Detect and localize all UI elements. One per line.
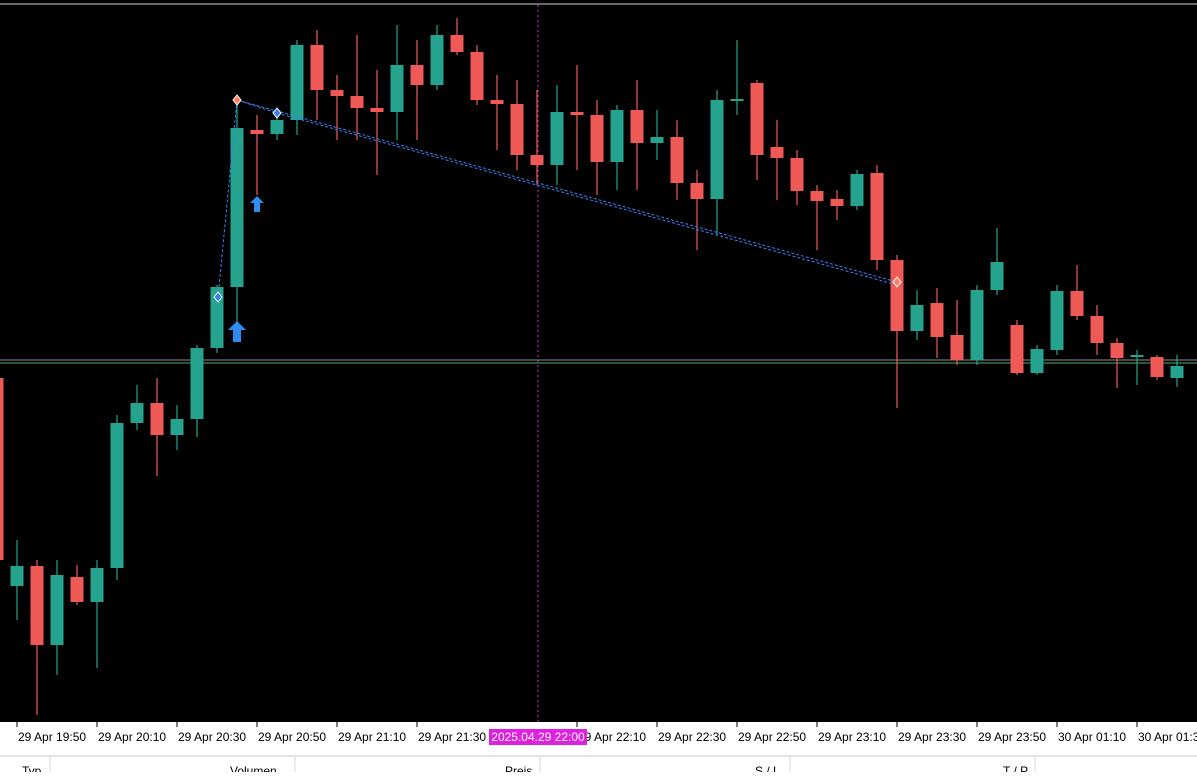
candle-body (30, 566, 44, 645)
candle-body (810, 191, 824, 201)
x-tick-label: 29 Apr 19:50 (18, 730, 86, 744)
x-tick-label: 29 Apr 22:50 (738, 730, 806, 744)
candle-body (330, 90, 344, 96)
candle-body (910, 305, 924, 331)
candle-body (530, 155, 544, 165)
candle-body (250, 130, 264, 134)
candle-body (750, 83, 764, 155)
time-axis: 29 Apr 19:50 29 Apr 20:10 29 Apr 20:30 29 A… (16, 722, 1197, 744)
x-tick-label: 29 Apr 23:10 (818, 730, 886, 744)
candle-body (650, 137, 664, 143)
candle-body (1150, 357, 1164, 377)
trade-line (276, 112, 898, 286)
candle-body (850, 174, 864, 206)
candle-body (410, 65, 424, 85)
candle-body (1010, 325, 1024, 373)
candle-body (930, 303, 944, 337)
buy-arrow (228, 321, 246, 342)
candle-body (230, 128, 244, 287)
candle-body (630, 110, 644, 143)
candle-body (590, 115, 604, 162)
candle-body (150, 403, 164, 435)
candle-body (890, 260, 904, 331)
x-tick-label: 29 Apr 23:30 (898, 730, 966, 744)
candle-body (970, 290, 984, 360)
candle-body (390, 65, 404, 112)
x-tick-label: 29 Apr 22:10 (578, 730, 646, 744)
x-tick-label: 30 Apr 01:10 (1058, 730, 1126, 744)
candle-body (130, 403, 144, 423)
candle-body (1050, 291, 1064, 350)
candle-body (1110, 343, 1124, 358)
candles (0, 18, 1197, 715)
candle-body (1030, 349, 1044, 373)
x-tick-label: 29 Apr 20:10 (98, 730, 166, 744)
candle-body (690, 183, 704, 199)
x-tick-label: 29 Apr 22:30 (658, 730, 726, 744)
candle-body (50, 575, 64, 645)
x-tick-label: 29 Apr 20:50 (258, 730, 326, 744)
column-header: T / P (1003, 764, 1028, 772)
candle-body (310, 45, 324, 90)
candle-body (350, 96, 364, 108)
candle-body (1090, 316, 1104, 343)
entry-marker (232, 94, 242, 106)
column-header: S / L (755, 764, 780, 772)
column-header: Preis (505, 764, 532, 772)
x-tick-label: 30 Apr 01:30 (1138, 730, 1197, 744)
candle-body (1070, 291, 1084, 316)
trade-line (236, 99, 898, 283)
candle-body (490, 100, 504, 104)
candle-body (90, 568, 104, 602)
x-tick-label: 29 Apr 23:50 (978, 730, 1046, 744)
candle-body (0, 378, 4, 560)
candle-body (110, 423, 124, 568)
cursor-label: 2025.04.29 22:00 (491, 730, 585, 744)
candle-body (290, 45, 304, 120)
x-tick-label: 29 Apr 21:30 (418, 730, 486, 744)
candle-body (470, 52, 484, 100)
buy-arrow (250, 196, 264, 212)
candle-body (990, 262, 1004, 290)
candle-body (430, 35, 444, 85)
candle-body (950, 335, 964, 360)
x-tick-label: 29 Apr 20:30 (178, 730, 246, 744)
candle-body (190, 348, 204, 419)
candle-body (830, 199, 844, 206)
candle-body (710, 100, 724, 199)
candle-body (170, 419, 184, 435)
candle-body (1170, 366, 1184, 378)
candle-body (370, 108, 384, 112)
table-header: Typ Volumen Preis S / L T / P (22, 757, 1036, 777)
candle-body (450, 35, 464, 52)
candle-body (10, 566, 24, 586)
exit-marker (892, 276, 902, 288)
candle-body (870, 173, 884, 260)
candle-body (270, 120, 284, 134)
candle-body (790, 158, 804, 191)
candle-body (770, 147, 784, 158)
column-header: Volumen (230, 764, 277, 772)
candle-body (70, 577, 84, 602)
candle-body (1130, 355, 1144, 357)
candle-body (610, 110, 624, 162)
cursor-label-bg (489, 729, 587, 745)
candle-body (570, 112, 584, 115)
column-header: Typ (22, 764, 42, 772)
entry-marker (213, 291, 223, 303)
x-tick-label: 29 Apr 21:10 (338, 730, 406, 744)
candle-body (550, 112, 564, 165)
candle-body (730, 99, 744, 101)
candle-body (670, 137, 684, 183)
candle-body (210, 287, 224, 348)
entry-marker (272, 107, 282, 119)
candle-body (510, 104, 524, 155)
